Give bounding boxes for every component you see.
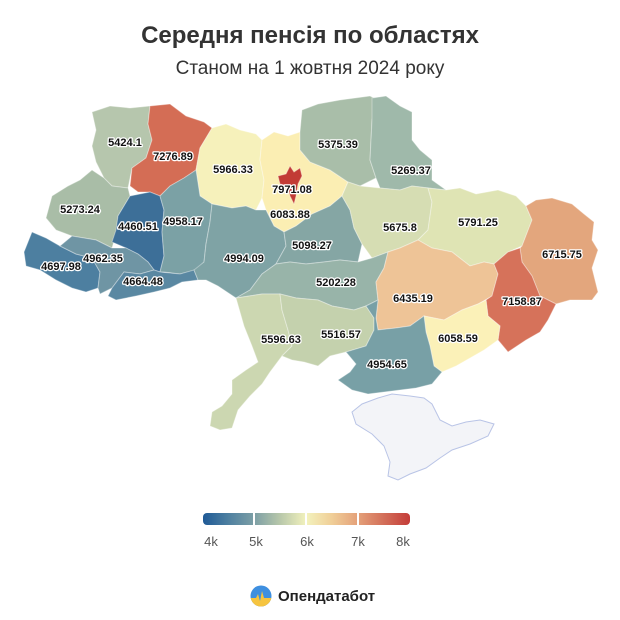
label-volyn: 5424.1 [108, 137, 142, 149]
legend-separator [305, 513, 307, 525]
legend-tick: 6k [300, 534, 314, 549]
color-scale-legend [203, 513, 410, 525]
label-khmelnytskyi: 4958.17 [163, 216, 203, 228]
region-crimea [351, 393, 495, 481]
label-ternopil: 4460.51 [118, 221, 158, 233]
label-lviv: 5273.24 [60, 204, 101, 216]
label-odesa: 5596.63 [261, 334, 301, 346]
region-donetsk[interactable] [485, 247, 557, 353]
label-kharkiv: 5791.25 [458, 217, 498, 229]
label-kherson: 4954.65 [367, 359, 407, 371]
label-ivano-frankivsk: 4962.35 [83, 253, 123, 265]
legend-tick: 5k [249, 534, 263, 549]
legend-tick: 8k [396, 534, 410, 549]
label-vinnytsia: 4994.09 [224, 253, 264, 265]
label-luhansk: 6715.75 [542, 249, 582, 261]
legend-separator [357, 513, 359, 525]
label-sumy: 5269.37 [391, 165, 431, 177]
label-kirovohrad: 5202.28 [316, 277, 356, 289]
region-odesa[interactable] [209, 293, 293, 431]
label-cherkasy: 5098.27 [292, 240, 332, 252]
region-chernivtsi[interactable] [107, 269, 199, 301]
region-kherson[interactable] [337, 299, 443, 395]
legend-tick-labels: 4k 5k 6k 7k 8k [0, 534, 620, 550]
label-zhytomyr: 5966.33 [213, 164, 253, 176]
label-dnipro: 6435.19 [393, 293, 433, 305]
label-chernihiv: 5375.39 [318, 139, 358, 151]
brand-logo: Опендатабот [250, 584, 375, 608]
label-zakarpattia: 4697.98 [41, 261, 81, 273]
label-mykolaiv: 5516.57 [321, 329, 361, 341]
legend-separator [253, 513, 255, 525]
region-kyiv-city[interactable] [277, 165, 303, 206]
legend-tick: 4k [204, 534, 218, 549]
label-kyiv-city: 7971.08 [272, 184, 312, 196]
brand-name: Опендатабот [278, 587, 376, 605]
label-rivne: 7276.89 [153, 151, 193, 163]
label-zaporizhzhia: 6058.59 [438, 333, 478, 345]
page-title: Середня пенсія по областях [141, 22, 479, 49]
opendatabot-logo-icon [250, 585, 272, 607]
label-poltava: 5675.8 [383, 222, 417, 234]
label-chernivtsi: 4664.48 [123, 276, 163, 288]
label-donetsk: 7158.87 [502, 296, 542, 308]
page-subtitle: Станом на 1 жовтня 2024 року [175, 58, 445, 79]
legend-tick: 7k [351, 534, 365, 549]
label-kyiv-oblast: 6083.88 [270, 209, 310, 221]
